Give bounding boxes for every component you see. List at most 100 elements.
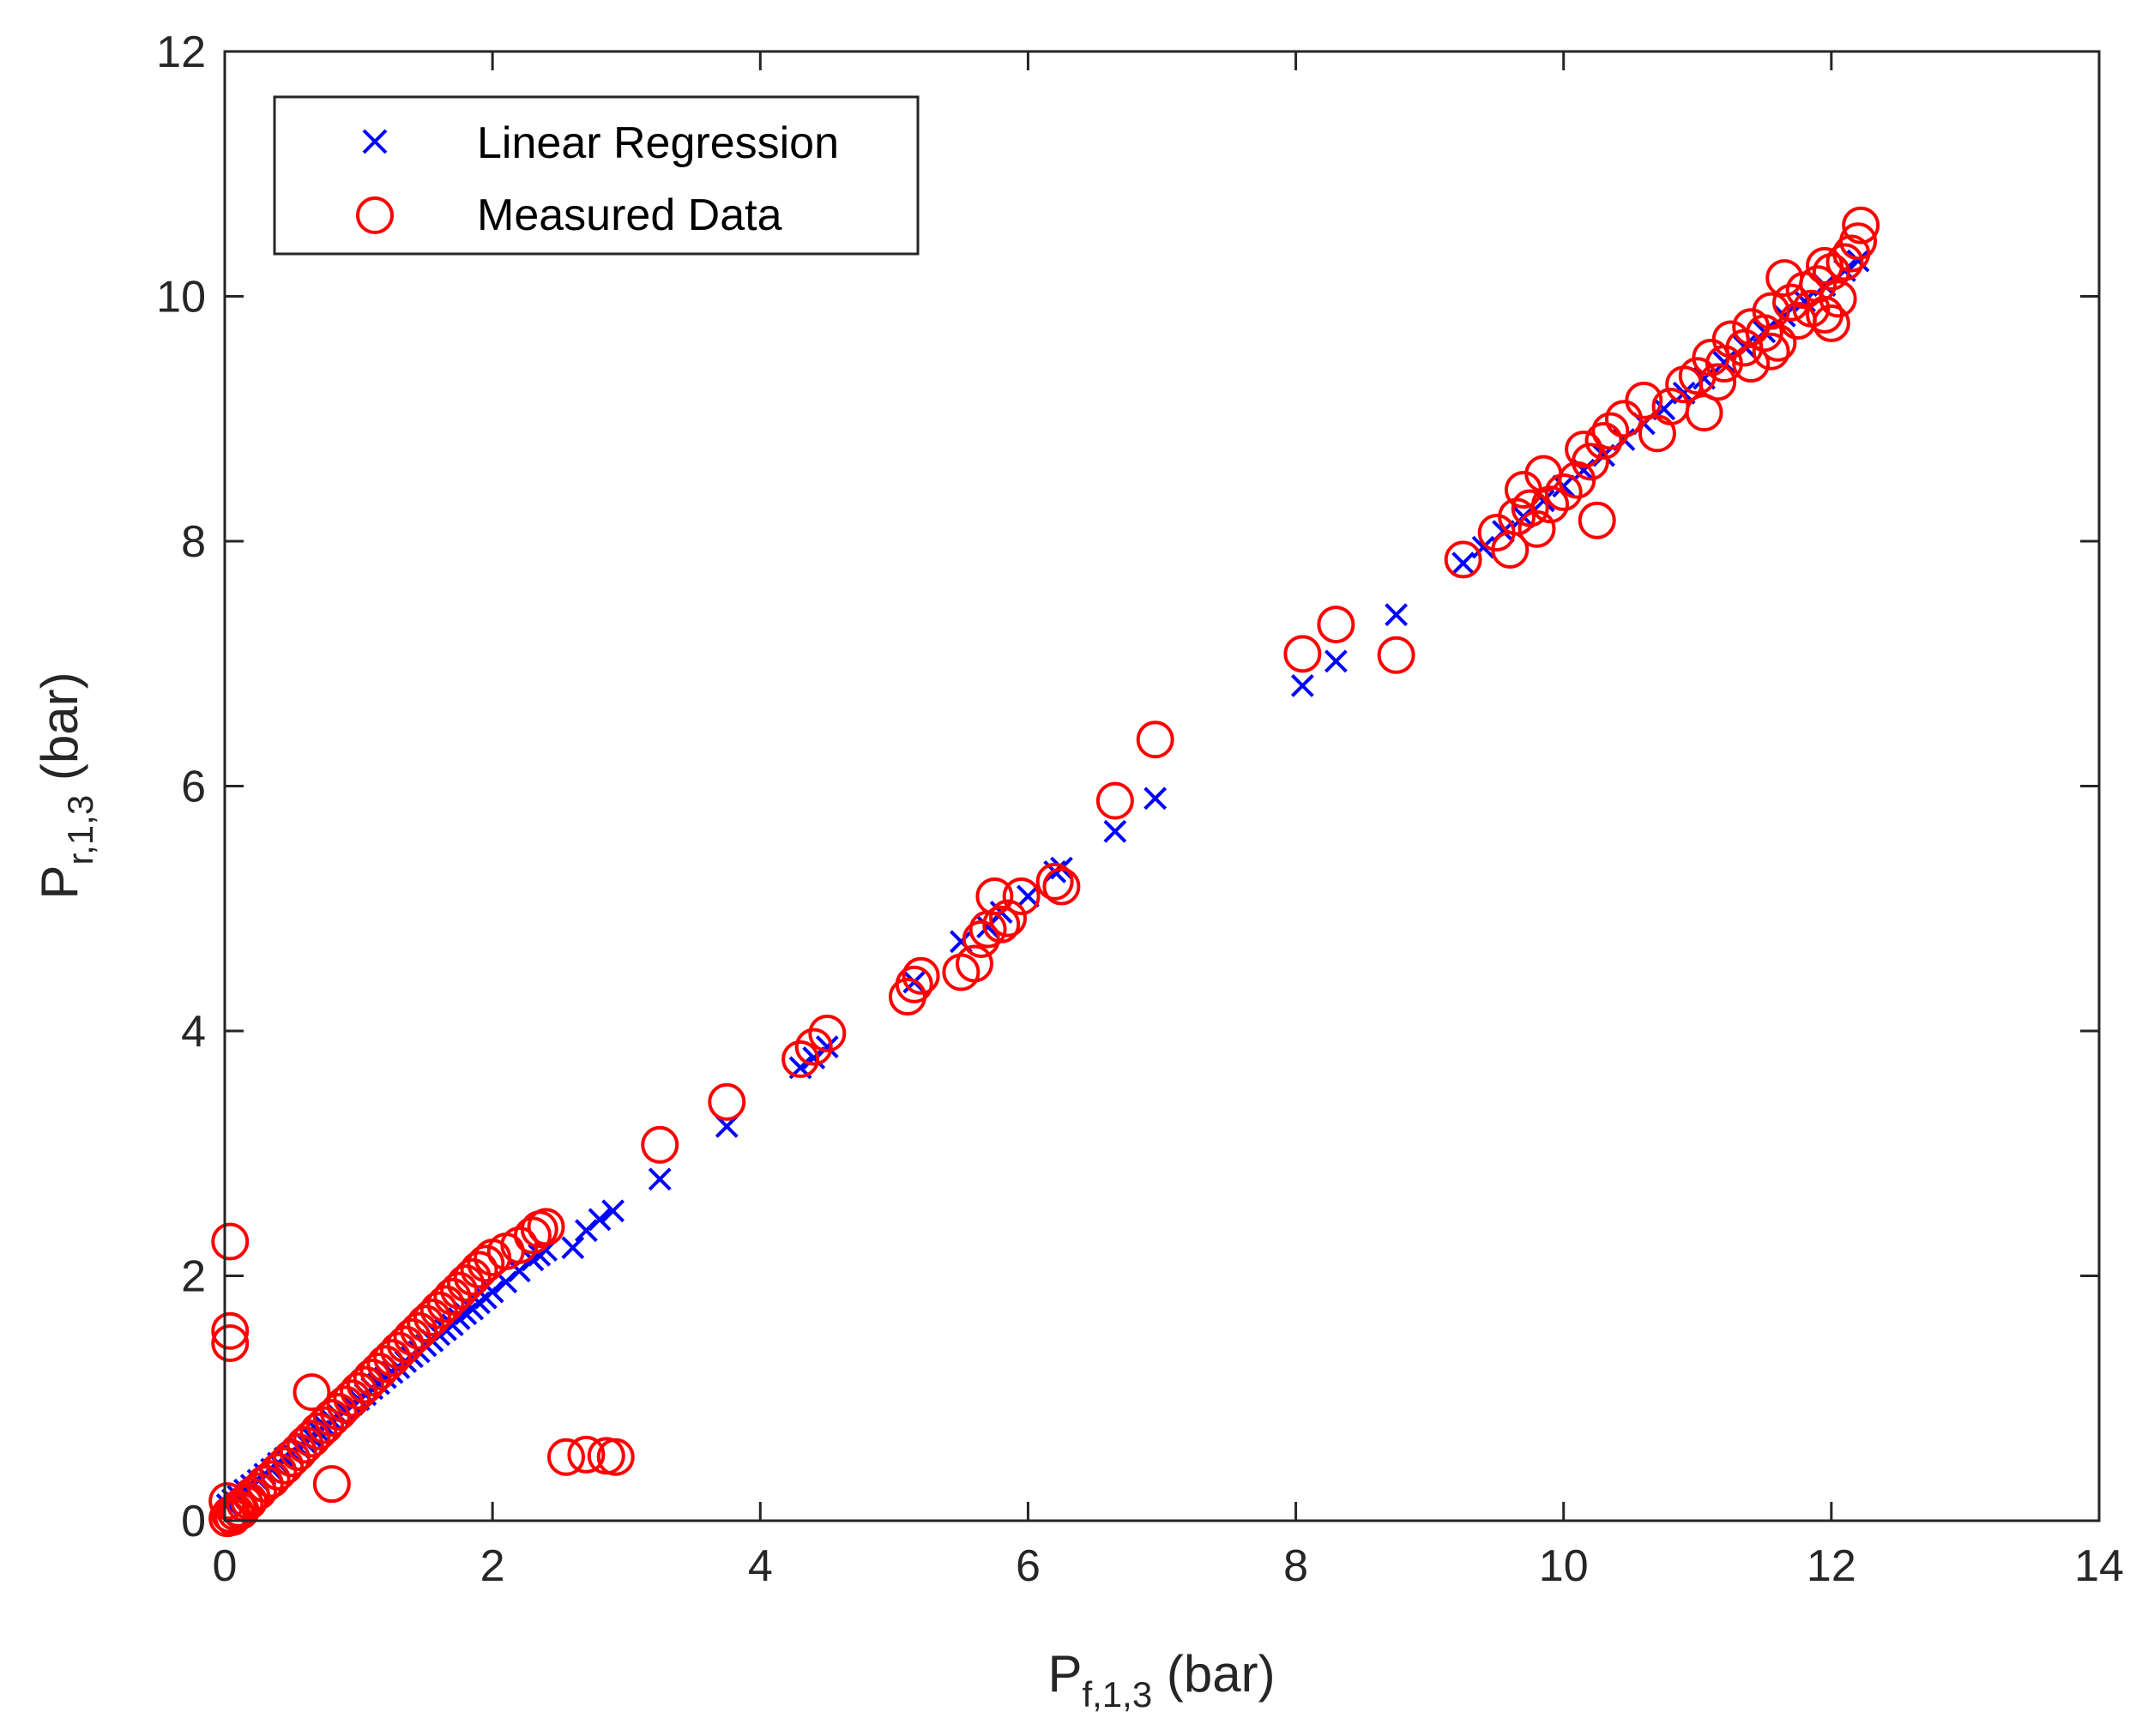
y-axis-label-unit: (bar) bbox=[31, 672, 88, 794]
measured-data-point bbox=[211, 1222, 250, 1261]
measured-data-point bbox=[1685, 394, 1723, 432]
linear-regression-point bbox=[561, 1236, 585, 1260]
x-tick-label: 0 bbox=[213, 1541, 238, 1591]
measured-data-point bbox=[279, 1433, 317, 1472]
linear-regression-point bbox=[815, 1035, 839, 1058]
measured-data-point bbox=[1765, 259, 1804, 298]
x-axis-label: Pf,1,3 (bar) bbox=[1047, 1645, 1275, 1715]
linear-regression-point bbox=[1451, 552, 1475, 576]
linear-regression-point bbox=[1290, 674, 1314, 697]
measured-data-point bbox=[989, 899, 1028, 937]
linear-regression-point bbox=[1471, 535, 1495, 559]
linear-regression-point bbox=[715, 1114, 739, 1138]
measured-data-point bbox=[319, 1392, 358, 1431]
y-tick-label: 8 bbox=[181, 517, 206, 567]
measured-data-point bbox=[1745, 314, 1783, 353]
y-tick-label: 0 bbox=[181, 1497, 206, 1546]
measured-data-point bbox=[596, 1438, 635, 1476]
measured-data-point bbox=[333, 1379, 371, 1418]
linear-regression-point bbox=[601, 1199, 625, 1223]
measured-data-point bbox=[1283, 635, 1322, 673]
measured-data-point bbox=[353, 1358, 391, 1396]
linear-regression-point bbox=[648, 1167, 672, 1191]
legend-marker-x bbox=[362, 129, 388, 154]
x-tick-label: 8 bbox=[1283, 1541, 1308, 1591]
measured-data-point bbox=[312, 1399, 351, 1438]
measured-data-point bbox=[1699, 363, 1737, 401]
measured-data-point bbox=[962, 919, 1000, 958]
measured-data-point bbox=[433, 1277, 472, 1316]
plot-area bbox=[225, 51, 2099, 1521]
measured-data-point bbox=[326, 1385, 365, 1424]
measured-data-point bbox=[1002, 877, 1041, 915]
measured-data-point bbox=[895, 965, 933, 1004]
y-tick-label: 10 bbox=[156, 273, 206, 322]
measured-data-point bbox=[1806, 246, 1844, 285]
measured-data-point bbox=[293, 1420, 331, 1458]
measured-data-point bbox=[1518, 509, 1556, 548]
measured-data-point bbox=[446, 1264, 485, 1303]
measured-data-point bbox=[273, 1439, 311, 1478]
measured-data-point bbox=[312, 1465, 351, 1504]
measured-data-point bbox=[1759, 323, 1797, 362]
measured-data-point bbox=[1095, 781, 1134, 820]
linear-regression-point bbox=[1324, 649, 1348, 673]
x-tick-label: 10 bbox=[1539, 1541, 1589, 1591]
measured-data-point bbox=[1752, 332, 1790, 371]
linear-regression-point bbox=[588, 1208, 612, 1232]
measured-data-point bbox=[902, 956, 940, 995]
measured-data-point bbox=[1317, 606, 1355, 644]
measured-data-point bbox=[286, 1426, 324, 1464]
measured-data-point bbox=[956, 944, 993, 983]
measured-data-point bbox=[239, 1472, 278, 1510]
y-tick-label: 12 bbox=[156, 27, 206, 77]
tick-labels: 0 2 4 6 8 10 12 14 0 2 4 6 8 10 12 bbox=[156, 27, 2124, 1591]
measured-data-point bbox=[1825, 243, 1864, 281]
measured-data-point bbox=[379, 1331, 418, 1370]
measured-data-point bbox=[259, 1452, 298, 1491]
legend: Linear Regression Measured Data bbox=[273, 95, 920, 256]
y-tick-label: 2 bbox=[181, 1252, 206, 1302]
linear-regression-point bbox=[1103, 819, 1127, 843]
measured-data-point bbox=[366, 1345, 405, 1383]
measured-data-point bbox=[299, 1412, 338, 1450]
measured-data-point bbox=[373, 1339, 412, 1377]
y-tick-label: 4 bbox=[181, 1007, 206, 1057]
y-tick-label: 6 bbox=[181, 763, 206, 812]
measured-data-point bbox=[346, 1365, 384, 1404]
legend-marker-circle bbox=[356, 196, 394, 234]
measured-data-point bbox=[794, 1028, 833, 1066]
measured-data-point bbox=[1544, 473, 1583, 511]
linear-regression-point bbox=[1143, 787, 1168, 811]
measured-data-point bbox=[527, 1208, 565, 1246]
measured-data-point bbox=[546, 1438, 585, 1476]
measured-data-point bbox=[211, 1311, 250, 1350]
measured-data-point bbox=[252, 1460, 291, 1498]
measured-data-point bbox=[1511, 489, 1549, 527]
linear-regression-point bbox=[1017, 884, 1040, 908]
measured-data-point bbox=[306, 1406, 345, 1444]
x-tick-label: 4 bbox=[748, 1541, 773, 1591]
legend-box bbox=[273, 95, 920, 256]
measured-data-point bbox=[1625, 381, 1663, 419]
x-axis-label-unit: (bar) bbox=[1152, 1645, 1275, 1703]
measured-data-point bbox=[419, 1291, 458, 1329]
measured-data-point bbox=[407, 1305, 445, 1343]
measured-data-point bbox=[1444, 540, 1482, 579]
measured-data-point bbox=[1591, 412, 1630, 450]
measured-data-point bbox=[359, 1352, 398, 1390]
measured-data-point bbox=[641, 1125, 679, 1164]
measured-data-point bbox=[1578, 501, 1616, 539]
measured-data-point bbox=[460, 1251, 498, 1289]
measured-data-point bbox=[567, 1435, 606, 1474]
linear-regression-point bbox=[1846, 249, 1870, 273]
measured-data-point bbox=[1819, 280, 1857, 318]
measured-data-point bbox=[386, 1325, 425, 1364]
x-tick-label: 2 bbox=[480, 1541, 505, 1591]
measured-data-point bbox=[1839, 222, 1878, 261]
x-tick-label: 12 bbox=[1807, 1541, 1856, 1591]
measured-data-point bbox=[808, 1014, 847, 1052]
measured-data-point bbox=[975, 877, 1014, 915]
measured-data-point bbox=[340, 1371, 378, 1410]
